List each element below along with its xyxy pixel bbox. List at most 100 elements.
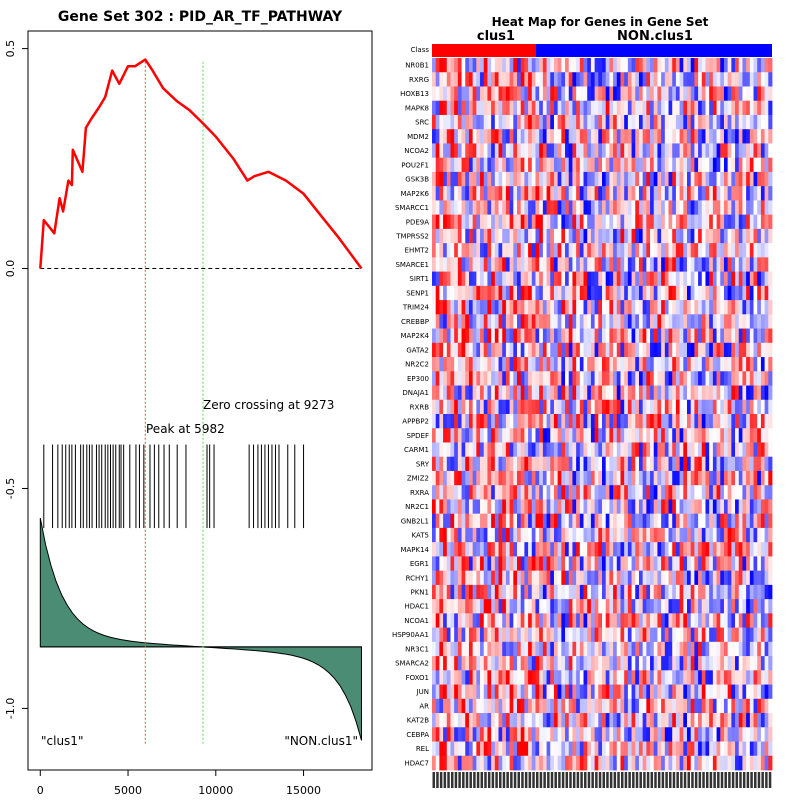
heatmap-cell [568, 357, 573, 372]
heatmap-cell [620, 670, 625, 685]
heatmap-cell [646, 186, 651, 201]
heatmap-cell [753, 755, 758, 771]
heatmap-cell [753, 527, 758, 543]
heatmap-cell [443, 371, 448, 386]
heatmap-cell [679, 741, 684, 757]
heatmap-cell [650, 456, 655, 472]
heatmap-cell [568, 513, 573, 529]
heatmap-cell [587, 257, 592, 272]
heatmap-cell [446, 86, 451, 102]
heatmap-cell [450, 357, 455, 372]
heatmap-cell [709, 599, 714, 614]
heatmap-cell [487, 456, 492, 472]
heatmap-cell [624, 200, 629, 216]
heatmap-cell [557, 470, 562, 486]
heatmap-cell [694, 214, 699, 230]
heatmap-cell [520, 513, 525, 529]
heatmap-cell [694, 641, 699, 657]
heatmap-cell [539, 100, 544, 116]
heatmap-cell [542, 86, 547, 102]
heatmap-cell [694, 556, 699, 572]
heatmap-cell [457, 114, 462, 130]
heatmap-cell [443, 157, 448, 173]
heatmap-cell [631, 385, 636, 401]
heatmap-cell [535, 72, 540, 87]
heatmap-cell [609, 86, 614, 102]
heatmap-cell [498, 129, 503, 144]
heatmap-cell [539, 456, 544, 472]
heatmap-cell [742, 627, 747, 643]
heatmap-cell [579, 755, 584, 771]
heatmap-cell [650, 428, 655, 443]
heatmap-cell [609, 371, 614, 386]
heatmap-cell [594, 399, 599, 415]
heatmap-cell [457, 257, 462, 272]
heatmap-cell [535, 698, 540, 714]
heatmap-cell [517, 385, 522, 401]
heatmap-cell [517, 399, 522, 415]
heatmap-cell [546, 399, 551, 415]
heatmap-cell [572, 442, 577, 458]
heatmap-cell [653, 499, 658, 515]
heatmap-cell [472, 157, 477, 173]
heatmap-cell [505, 442, 511, 458]
heatmap-cell [513, 271, 518, 287]
heatmap-cell [720, 485, 725, 500]
heatmap-cell [679, 58, 684, 73]
heatmap-cell [487, 470, 492, 486]
heatmap-cell [483, 285, 488, 301]
heatmap-cell [749, 527, 754, 543]
heatmap-cell [742, 129, 747, 144]
heatmap-cell [716, 257, 721, 272]
heatmap-cell [553, 385, 559, 401]
heatmap-cell [491, 243, 496, 258]
heatmap-cell [631, 58, 636, 73]
heatmap-cell [760, 300, 766, 315]
heatmap-cell [524, 114, 529, 130]
heatmap-cell [679, 727, 684, 742]
heatmap-cell [517, 186, 522, 201]
heatmap-cell [553, 656, 559, 671]
heatmap-cell [731, 556, 736, 572]
heatmap-cell [624, 741, 629, 757]
heatmap-cell [457, 300, 462, 315]
heatmap-cell [439, 86, 444, 102]
heatmap-cell [753, 129, 758, 144]
heatmap-cell [698, 698, 703, 714]
heatmap-cell [624, 414, 629, 429]
heatmap-cell [609, 684, 614, 700]
heatmap-cell [446, 727, 451, 742]
heatmap-cell [738, 328, 743, 344]
heatmap-cell [505, 485, 511, 500]
heatmap-cell [613, 755, 618, 771]
heatmap-cell [520, 143, 525, 159]
heatmap-cell [602, 129, 607, 144]
heatmap-cell [760, 470, 766, 486]
heatmap-cell [450, 456, 455, 472]
heatmap-cell [509, 114, 514, 130]
heatmap-cell [646, 342, 651, 358]
heatmap-cell [638, 599, 644, 614]
heatmap-cell [661, 599, 666, 614]
heatmap-cell [602, 599, 607, 614]
heatmap-cell [720, 385, 725, 401]
heatmap-cell [605, 72, 610, 87]
heatmap-cell [627, 684, 632, 700]
heatmap-cell [735, 499, 740, 515]
heatmap-cell [650, 58, 655, 73]
heatmap-cell [561, 214, 566, 230]
heatmap-cell [727, 641, 732, 657]
heatmap-cell [457, 741, 462, 757]
heatmap-cell [587, 470, 592, 486]
heatmap-cell [457, 385, 462, 401]
heatmap-cell [698, 542, 703, 557]
heatmap-cell [716, 527, 721, 543]
heatmap-cell [675, 456, 681, 472]
heatmap-cell [483, 470, 488, 486]
heatmap-cell [524, 214, 529, 230]
heatmap-cell [550, 271, 555, 287]
heatmap-cell [624, 485, 629, 500]
heatmap-cell [576, 100, 581, 116]
heatmap-cell [746, 357, 751, 372]
heatmap-cell [690, 157, 695, 173]
